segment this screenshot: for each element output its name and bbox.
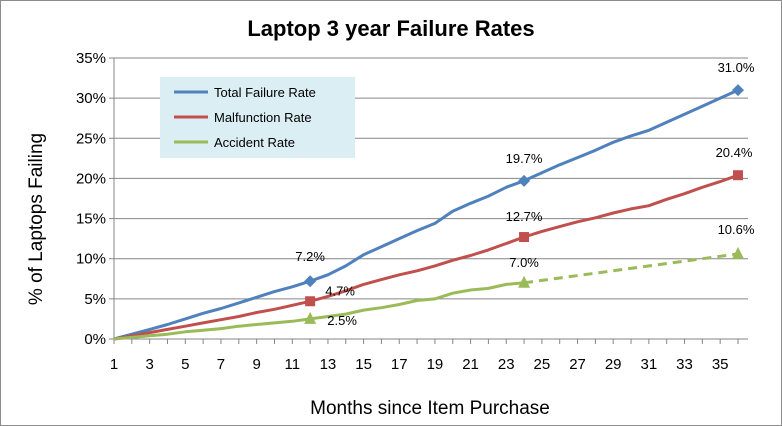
y-tick-label: 35% [76, 50, 106, 67]
y-tick-label: 20% [76, 170, 106, 187]
x-tick-label: 27 [569, 356, 586, 373]
data-point-marker [732, 84, 744, 97]
data-point-marker [305, 296, 316, 307]
series-layer [113, 84, 744, 341]
x-tick-label: 25 [534, 356, 551, 373]
data-label: 4.7% [325, 283, 355, 298]
y-axis-title: % of Laptops Failing [26, 133, 47, 305]
series-line [113, 281, 525, 341]
series-accident-rate [113, 246, 744, 341]
x-tick-label: 19 [427, 356, 444, 373]
data-point-marker [518, 275, 531, 288]
x-tick-label: 23 [498, 356, 515, 373]
x-tick-label: 3 [145, 356, 153, 373]
x-axis-title: Months since Item Purchase [310, 398, 550, 419]
x-tick-label: 1 [110, 356, 118, 373]
axes: 0%5%10%15%20%25%30%35%1 3 5 7 9 11 13 15 17 19 21 2… [76, 50, 748, 373]
data-point-marker [518, 174, 531, 187]
x-tick-label: 5 [181, 356, 189, 373]
y-tick-label: 0% [84, 331, 106, 348]
x-tick-label: 7 [217, 356, 225, 373]
x-tick-label: 29 [605, 356, 622, 373]
x-tick-label: 9 [252, 356, 260, 373]
y-tick-label: 30% [76, 90, 106, 107]
data-label: 7.2% [295, 249, 325, 264]
data-point-marker [304, 311, 317, 324]
legend: Total Failure Rate Malfunction Rate Accide… [160, 77, 355, 158]
y-tick-label: 15% [76, 211, 106, 228]
x-tick-label: 17 [391, 356, 408, 373]
series-line [113, 173, 739, 341]
x-tick-label: 31 [641, 356, 658, 373]
x-tick-label: 33 [676, 356, 693, 373]
data-label: 20.4% [716, 145, 753, 160]
data-point-marker [733, 170, 743, 181]
data-point-marker [732, 246, 744, 259]
data-label: 7.0% [509, 255, 539, 270]
data-label: 10.6% [718, 222, 755, 237]
y-tick-label: 25% [76, 130, 106, 147]
x-tick-label: 21 [462, 356, 479, 373]
legend-label: Malfunction Rate [214, 110, 312, 125]
series-line-projection [523, 252, 739, 285]
data-point-marker [519, 232, 530, 243]
series-malfunction-rate [113, 170, 743, 341]
x-tick-label: 35 [712, 356, 729, 373]
chart-title: Laptop 3 year Failure Rates [247, 16, 534, 41]
data-point-marker [304, 275, 317, 288]
y-tick-label: 10% [76, 251, 106, 268]
data-label: 12.7% [506, 209, 543, 224]
x-tick-label: 15 [355, 356, 372, 373]
data-label: 31.0% [718, 60, 755, 75]
data-labels: 7.2% 19.7% 31.0% 4.7% 12.7% 20.4% 2.5% 7.0% 10.6… [295, 60, 755, 328]
series-total-failure-rate [113, 84, 744, 341]
x-tick-label: 13 [320, 356, 337, 373]
y-tick-label: 5% [84, 291, 106, 308]
data-label: 2.5% [327, 313, 357, 328]
series-line [113, 88, 739, 341]
legend-label: Total Failure Rate [214, 85, 316, 100]
legend-label: Accident Rate [214, 135, 295, 150]
x-tick-label: 11 [284, 356, 300, 373]
data-label: 19.7% [506, 151, 543, 166]
